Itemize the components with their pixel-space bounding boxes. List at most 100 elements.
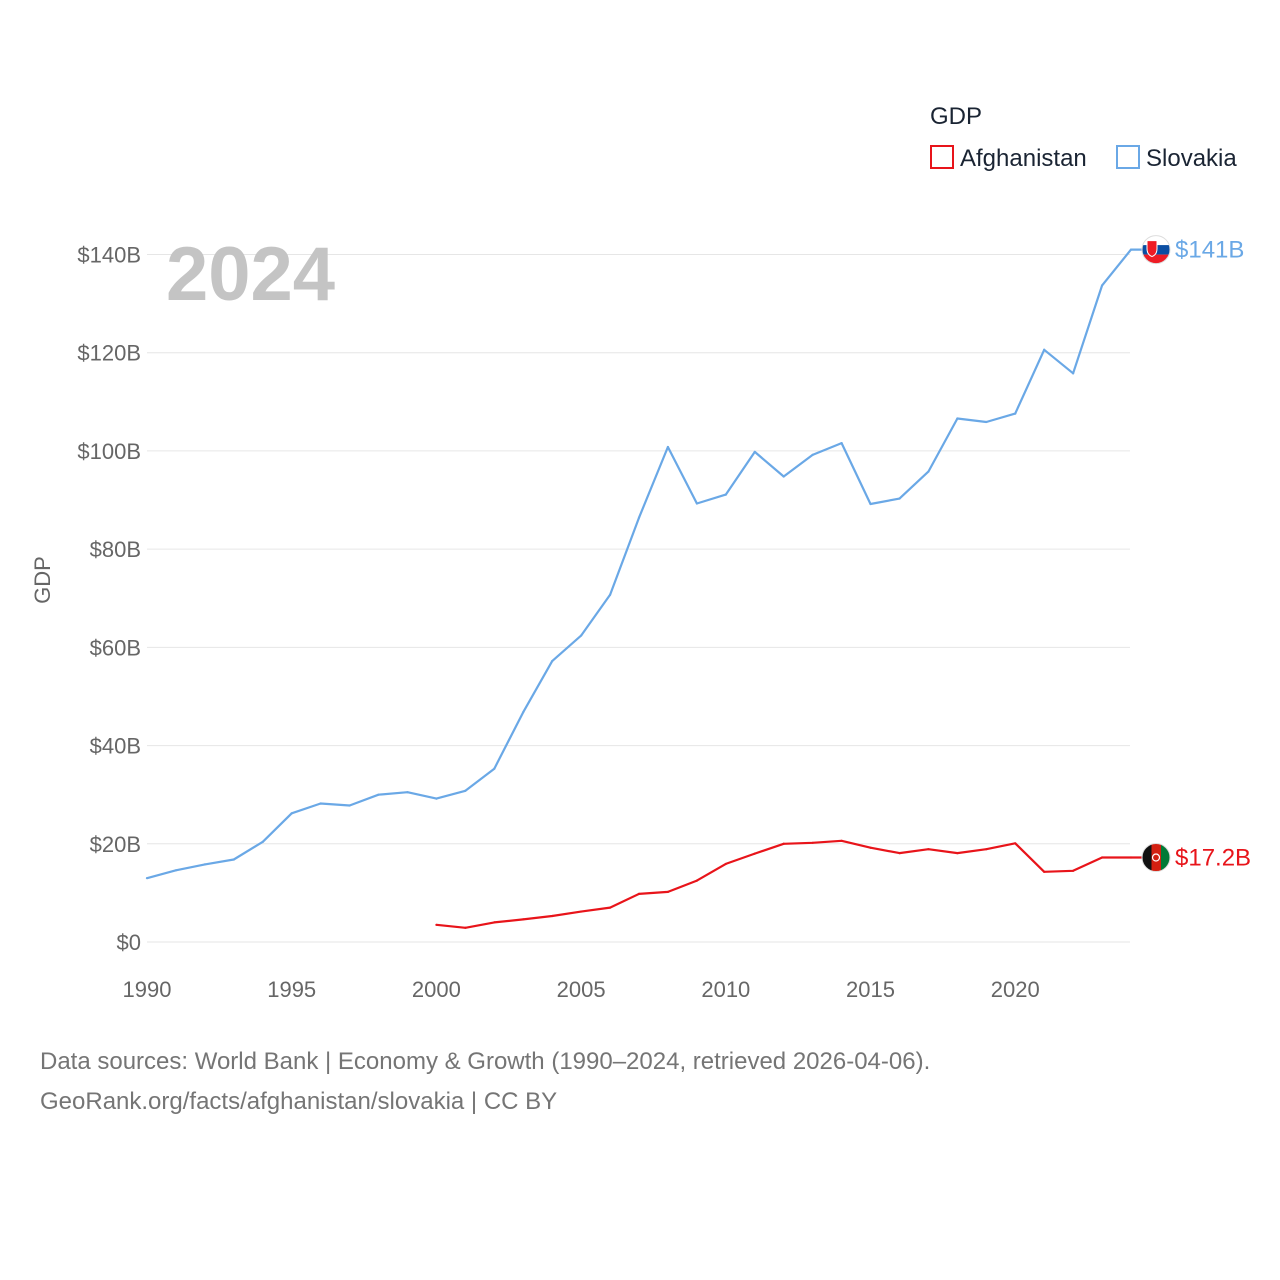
flag-stripe (1161, 843, 1170, 872)
x-tick-label: 2005 (557, 977, 606, 1002)
data-point-afghanistan (637, 892, 641, 895)
legend: GDP Afghanistan Slovakia (930, 103, 1237, 172)
data-point-slovakia (1100, 284, 1104, 287)
data-point-slovakia (724, 493, 727, 496)
y-tick-label: $60B (90, 635, 141, 660)
data-point-slovakia (551, 660, 554, 663)
data-point-afghanistan (464, 926, 467, 929)
y-tick-label: $20B (90, 832, 141, 857)
y-tick-label: $120B (77, 341, 141, 366)
data-point-afghanistan (695, 879, 698, 882)
series-afghanistan: $17.2B (435, 839, 1251, 929)
data-point-slovakia (261, 840, 264, 843)
data-point-afghanistan (927, 848, 930, 851)
y-axis-title: GDP (30, 556, 55, 604)
data-point-afghanistan (1014, 842, 1017, 845)
data-point-afghanistan (1100, 856, 1104, 859)
y-tick-label: $140B (77, 243, 141, 268)
x-tick-label: 2015 (846, 977, 895, 1002)
data-point-slovakia (406, 791, 409, 794)
data-point-slovakia (377, 793, 380, 796)
y-axis-ticks: $0 $20B $40B $60B $80B $100B $120B $140B (77, 243, 141, 956)
gdp-line-chart: $0$20B$40B$60B$80B$100B$120B$140B 1990 19… (30, 103, 1251, 1002)
data-point-slovakia (637, 516, 641, 519)
y-tick-label: $80B (90, 537, 141, 562)
data-point-afghanistan (724, 862, 727, 866)
year-label: 2024 (166, 232, 335, 317)
series-slovakia: $141B (145, 235, 1244, 880)
footer: Data sources: World Bank | Economy & Gro… (40, 1042, 930, 1122)
flag-stripe (1151, 843, 1161, 872)
legend-title: GDP (930, 103, 982, 130)
data-point-slovakia (985, 420, 988, 424)
flag-stripe (1142, 843, 1152, 872)
data-point-afghanistan (580, 910, 583, 913)
flag-border (1141, 235, 1171, 265)
series-line-slovakia (146, 248, 1156, 880)
data-point-afghanistan (840, 839, 843, 842)
data-point-slovakia (580, 634, 583, 637)
data-point-slovakia (956, 417, 959, 420)
legend-label-afghanistan[interactable]: Afghanistan (960, 145, 1087, 172)
flag-stripes (1142, 843, 1170, 872)
slovakia-flag-icon (1141, 235, 1171, 265)
x-tick-label: 2000 (412, 977, 461, 1002)
data-point-slovakia (869, 502, 872, 506)
data-point-afghanistan (666, 890, 670, 894)
x-tick-label: 1995 (267, 977, 316, 1002)
flag-stripe (1142, 254, 1170, 264)
data-point-slovakia (435, 797, 438, 800)
data-point-slovakia (174, 869, 178, 872)
data-point-slovakia (348, 804, 351, 807)
end-value-label-afghanistan: $17.2B (1175, 845, 1251, 872)
data-point-afghanistan (753, 852, 756, 855)
flag-stripes (1142, 235, 1170, 264)
data-point-slovakia (753, 450, 756, 454)
data-point-afghanistan (869, 846, 872, 849)
data-point-afghanistan (1072, 869, 1075, 872)
data-point-afghanistan (522, 918, 525, 921)
data-point-slovakia (1014, 412, 1017, 415)
data-point-slovakia (782, 475, 785, 478)
y-tick-label: $100B (77, 439, 141, 464)
data-point-slovakia (927, 470, 930, 473)
data-point-slovakia (145, 877, 149, 880)
data-point-slovakia (1043, 348, 1046, 351)
series-line-afghanistan (436, 839, 1156, 929)
x-tick-label: 2020 (991, 977, 1040, 1002)
gridlines (147, 254, 1130, 943)
flag-emblem (1151, 853, 1161, 862)
data-point-slovakia (1072, 372, 1075, 375)
x-tick-label: 2010 (701, 977, 750, 1002)
data-point-slovakia (203, 863, 206, 866)
data-point-afghanistan (898, 852, 901, 855)
data-point-afghanistan (608, 906, 612, 909)
footer-link[interactable]: GeoRank.org/facts/afghanistan/slovakia |… (40, 1088, 558, 1115)
y-tick-label: $0 (117, 930, 141, 955)
legend-swatch-slovakia[interactable] (1116, 145, 1140, 169)
afghanistan-flag-icon (1141, 843, 1171, 873)
footer-sources: Data sources: World Bank | Economy & Gro… (40, 1048, 931, 1075)
legend-label-slovakia[interactable]: Slovakia (1146, 145, 1237, 172)
data-point-slovakia (319, 802, 322, 805)
data-point-afghanistan (435, 923, 438, 926)
data-point-slovakia (666, 445, 670, 449)
flag-emblem (1146, 240, 1158, 258)
x-axis-ticks: 1990 1995 2000 2005 2010 2015 2020 (123, 977, 1040, 1002)
data-point-afghanistan (1129, 856, 1133, 859)
data-point-afghanistan (782, 842, 785, 845)
data-point-slovakia (840, 441, 843, 445)
data-point-afghanistan (1043, 870, 1046, 873)
data-point-slovakia (898, 497, 901, 500)
series-layer: $17.2B $141B (145, 235, 1251, 929)
data-point-afghanistan (811, 841, 814, 844)
data-point-slovakia (1129, 248, 1133, 251)
data-point-slovakia (695, 502, 698, 505)
y-tick-label: $40B (90, 734, 141, 759)
legend-swatch-afghanistan[interactable] (930, 145, 954, 169)
data-point-slovakia (493, 767, 496, 770)
data-point-afghanistan (551, 914, 554, 918)
data-point-afghanistan (985, 848, 988, 851)
data-point-afghanistan (956, 852, 959, 855)
flag-border (1141, 843, 1171, 873)
